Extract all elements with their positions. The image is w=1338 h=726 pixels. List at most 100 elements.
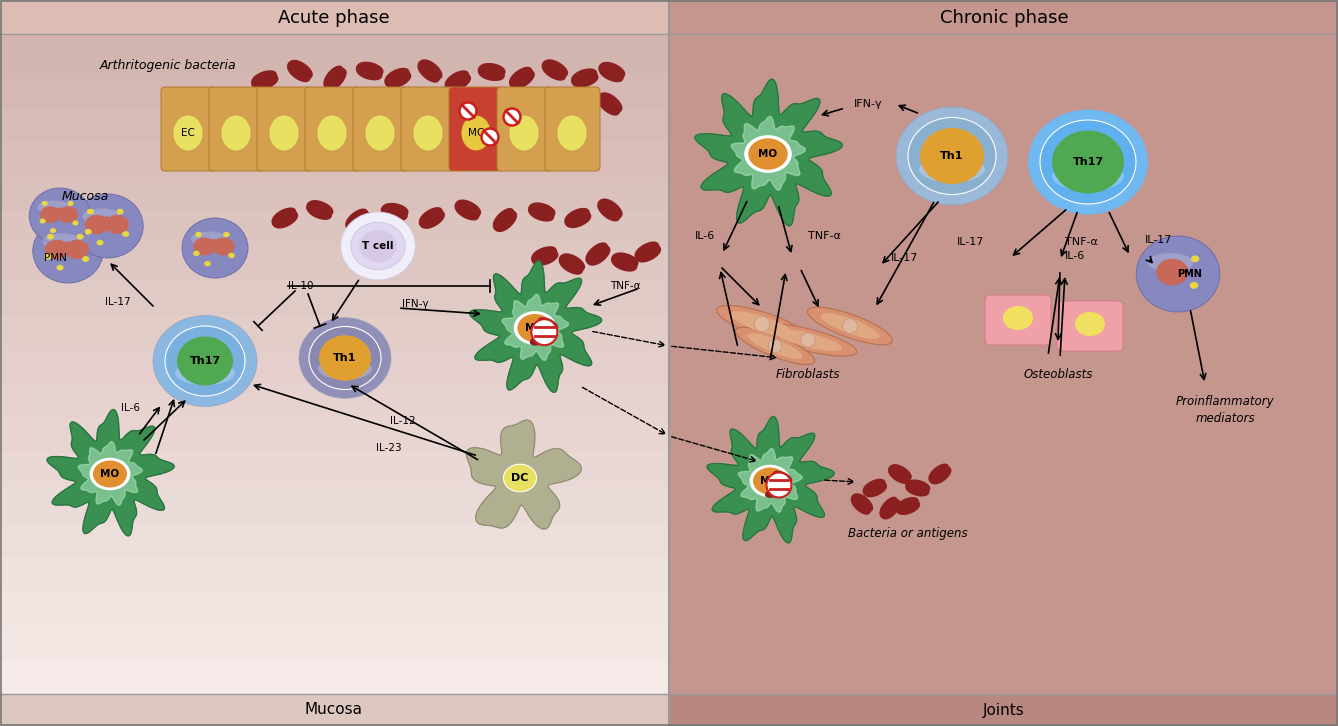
Text: IL-17: IL-17 xyxy=(1145,235,1172,245)
Text: IFN-γ: IFN-γ xyxy=(854,99,882,109)
Ellipse shape xyxy=(768,339,781,353)
Ellipse shape xyxy=(213,237,234,256)
Ellipse shape xyxy=(83,208,120,224)
Bar xyxy=(0,210,669,245)
Ellipse shape xyxy=(116,208,123,214)
Ellipse shape xyxy=(205,261,211,266)
Text: TNF-α: TNF-α xyxy=(610,281,641,291)
Text: Mucosa: Mucosa xyxy=(305,703,363,717)
Bar xyxy=(0,314,669,349)
Bar xyxy=(0,658,669,694)
Ellipse shape xyxy=(90,458,131,490)
Ellipse shape xyxy=(773,329,842,351)
Text: IL-23: IL-23 xyxy=(376,443,401,453)
Text: EC: EC xyxy=(181,128,195,138)
Ellipse shape xyxy=(76,234,84,240)
Text: Th17: Th17 xyxy=(190,356,221,366)
Text: IL-6: IL-6 xyxy=(120,403,139,413)
Text: IFN-γ: IFN-γ xyxy=(401,299,428,309)
Ellipse shape xyxy=(55,208,63,219)
Ellipse shape xyxy=(44,240,68,259)
Text: Th1: Th1 xyxy=(333,353,357,363)
Bar xyxy=(669,4,1338,694)
Bar xyxy=(0,72,669,107)
Ellipse shape xyxy=(365,115,395,150)
Ellipse shape xyxy=(87,208,94,214)
Ellipse shape xyxy=(43,233,80,250)
Ellipse shape xyxy=(40,219,45,224)
Text: DC: DC xyxy=(511,473,529,483)
Bar xyxy=(0,417,669,452)
Ellipse shape xyxy=(1052,162,1124,191)
Text: MC: MC xyxy=(468,128,484,138)
Ellipse shape xyxy=(177,336,233,386)
Ellipse shape xyxy=(193,250,199,256)
Ellipse shape xyxy=(909,118,995,195)
Ellipse shape xyxy=(56,265,63,271)
Ellipse shape xyxy=(62,242,72,254)
Ellipse shape xyxy=(558,115,586,150)
Text: IL-17: IL-17 xyxy=(957,237,983,247)
Text: IL-17: IL-17 xyxy=(106,297,131,307)
Ellipse shape xyxy=(209,239,218,251)
FancyBboxPatch shape xyxy=(401,87,456,171)
Ellipse shape xyxy=(919,156,985,182)
Bar xyxy=(0,176,669,211)
FancyBboxPatch shape xyxy=(353,87,408,171)
Ellipse shape xyxy=(29,188,91,244)
Ellipse shape xyxy=(40,206,60,223)
Ellipse shape xyxy=(1028,110,1148,214)
Ellipse shape xyxy=(531,319,558,345)
Ellipse shape xyxy=(921,128,983,184)
Text: Joints: Joints xyxy=(983,703,1025,717)
Ellipse shape xyxy=(744,135,792,173)
FancyBboxPatch shape xyxy=(985,295,1052,345)
Ellipse shape xyxy=(221,115,250,150)
Text: IL-12: IL-12 xyxy=(389,416,416,426)
Text: IL-6: IL-6 xyxy=(1065,251,1085,261)
Ellipse shape xyxy=(193,237,215,256)
Ellipse shape xyxy=(482,129,499,145)
Ellipse shape xyxy=(191,232,227,247)
Ellipse shape xyxy=(717,306,807,343)
Ellipse shape xyxy=(1004,306,1033,330)
Ellipse shape xyxy=(1191,256,1199,262)
Ellipse shape xyxy=(33,219,103,283)
Ellipse shape xyxy=(104,215,128,234)
Polygon shape xyxy=(467,420,582,529)
Ellipse shape xyxy=(318,358,372,380)
Bar xyxy=(0,348,669,383)
Ellipse shape xyxy=(767,473,792,497)
Ellipse shape xyxy=(269,115,298,150)
Text: Osteoblasts: Osteoblasts xyxy=(1024,367,1093,380)
Polygon shape xyxy=(694,79,843,226)
Ellipse shape xyxy=(67,201,74,206)
Ellipse shape xyxy=(72,221,79,226)
Ellipse shape xyxy=(223,232,230,237)
Ellipse shape xyxy=(153,316,257,407)
Ellipse shape xyxy=(896,107,1008,205)
Bar xyxy=(0,555,669,590)
Bar xyxy=(0,141,669,176)
Ellipse shape xyxy=(801,333,815,347)
Ellipse shape xyxy=(195,232,202,237)
Ellipse shape xyxy=(318,335,371,380)
Polygon shape xyxy=(739,449,803,512)
Text: Acute phase: Acute phase xyxy=(278,9,389,27)
Ellipse shape xyxy=(503,464,537,492)
Ellipse shape xyxy=(50,228,56,233)
Ellipse shape xyxy=(72,194,143,258)
Ellipse shape xyxy=(229,253,234,258)
FancyBboxPatch shape xyxy=(545,87,599,171)
Ellipse shape xyxy=(510,115,539,150)
Ellipse shape xyxy=(37,200,71,215)
Polygon shape xyxy=(739,449,803,512)
FancyBboxPatch shape xyxy=(305,87,360,171)
Text: PMN: PMN xyxy=(1177,269,1202,279)
Polygon shape xyxy=(732,116,805,190)
Ellipse shape xyxy=(341,212,415,280)
Bar xyxy=(0,521,669,556)
Text: mediators: mediators xyxy=(1195,412,1255,425)
Ellipse shape xyxy=(317,115,347,150)
Ellipse shape xyxy=(1148,253,1193,272)
